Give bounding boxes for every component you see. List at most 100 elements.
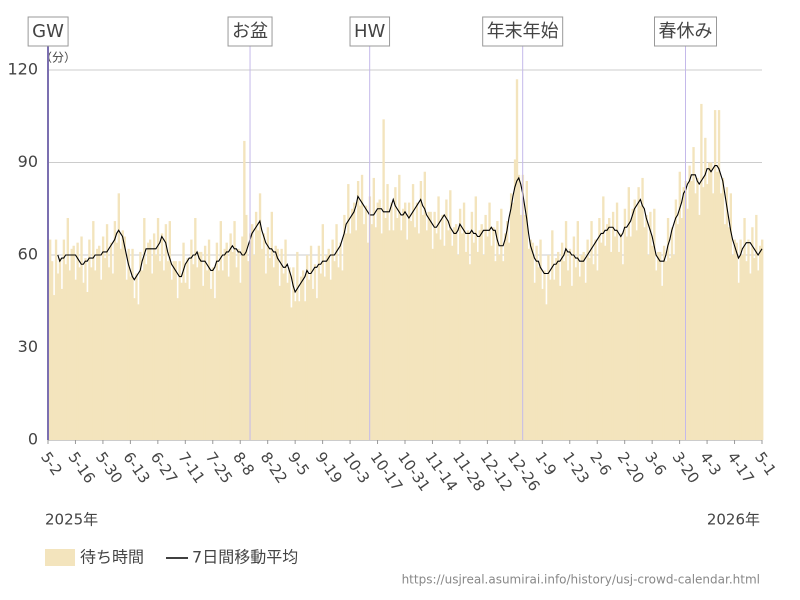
bar: [666, 218, 670, 440]
bar: [706, 184, 709, 440]
bar: [421, 214, 425, 440]
bar: [225, 242, 228, 440]
bar: [168, 221, 171, 440]
bar: [484, 214, 487, 440]
bar: [256, 230, 260, 440]
bar: [562, 261, 566, 440]
bar: [676, 224, 680, 440]
x-tick-label: 10-3: [339, 449, 373, 487]
bar: [66, 218, 69, 440]
bar: [252, 255, 256, 440]
bar: [184, 282, 187, 440]
bar: [98, 245, 101, 440]
bar: [641, 177, 644, 440]
bar: [500, 208, 503, 440]
bar: [286, 282, 289, 440]
bar: [353, 202, 356, 440]
bar: [335, 224, 338, 440]
bar: [380, 233, 383, 440]
bar: [280, 248, 283, 440]
x-tick-label: 6-13: [119, 449, 153, 487]
bar: [378, 199, 381, 440]
x-tick-label: 8-22: [257, 449, 291, 487]
bar: [60, 288, 64, 440]
bar: [717, 110, 721, 440]
bar: [101, 236, 105, 440]
bar: [498, 255, 501, 440]
bar: [145, 264, 148, 440]
bar: [664, 261, 668, 440]
bar: [109, 242, 113, 440]
bar: [553, 279, 556, 440]
bar: [235, 267, 238, 440]
bar: [674, 199, 678, 440]
bar: [447, 230, 450, 440]
bar: [555, 258, 558, 440]
bar: [172, 261, 175, 440]
bar: [433, 211, 436, 440]
bar: [456, 255, 460, 440]
bar: [180, 282, 183, 440]
bar: [757, 270, 760, 440]
bar: [339, 242, 342, 440]
bar: [558, 285, 562, 440]
bar: [715, 171, 719, 440]
event-label: HW: [354, 21, 386, 42]
bar: [258, 193, 262, 440]
x-tick-label: 5-16: [64, 449, 98, 487]
bar: [692, 147, 695, 441]
bar: [217, 270, 221, 440]
bar: [529, 239, 532, 440]
bar: [209, 288, 213, 440]
bar: [409, 221, 413, 440]
bar: [192, 264, 195, 440]
bar: [139, 251, 142, 440]
bar: [260, 248, 264, 440]
bar: [331, 239, 334, 440]
bar: [294, 301, 297, 440]
bar: [237, 248, 240, 440]
bar: [710, 162, 713, 440]
bar: [523, 214, 527, 440]
bar: [278, 285, 281, 440]
bar: [241, 236, 244, 440]
bar: [460, 233, 464, 440]
event-label: お盆: [232, 21, 268, 42]
bar: [392, 230, 395, 440]
bar: [203, 245, 207, 440]
bar: [113, 221, 117, 440]
bar: [615, 202, 619, 440]
bar: [382, 119, 385, 440]
bar: [99, 279, 103, 440]
bar: [347, 184, 350, 440]
bar: [747, 239, 750, 440]
bar: [300, 276, 303, 440]
bar: [341, 270, 344, 440]
bar: [394, 187, 397, 440]
bar: [745, 261, 748, 440]
bar: [504, 233, 507, 440]
bar: [188, 288, 191, 440]
bar: [576, 221, 579, 440]
bar: [598, 218, 601, 440]
x-tick-label: 4-17: [724, 449, 758, 487]
bar: [319, 273, 323, 440]
bar: [82, 282, 85, 440]
bar: [404, 202, 407, 440]
bar: [290, 307, 293, 440]
bar: [713, 110, 717, 440]
bar: [751, 227, 754, 440]
bar: [704, 137, 707, 441]
bar: [511, 202, 515, 440]
bar: [123, 236, 126, 440]
bar: [80, 236, 83, 440]
year-end: 2026年: [707, 511, 760, 529]
bar: [609, 251, 613, 440]
bar: [696, 177, 699, 440]
bar: [488, 202, 491, 440]
bar: [627, 187, 630, 440]
bar: [72, 245, 75, 440]
bar: [372, 177, 375, 440]
bar: [190, 239, 193, 440]
